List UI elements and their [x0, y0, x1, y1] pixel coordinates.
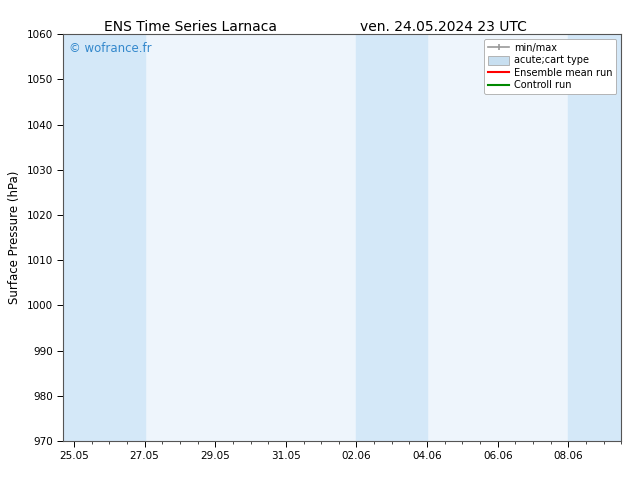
Text: ven. 24.05.2024 23 UTC: ven. 24.05.2024 23 UTC — [360, 20, 527, 34]
Bar — [63, 34, 145, 441]
Text: © wofrance.fr: © wofrance.fr — [69, 43, 152, 55]
Legend: min/max, acute;cart type, Ensemble mean run, Controll run: min/max, acute;cart type, Ensemble mean … — [484, 39, 616, 94]
Text: ENS Time Series Larnaca: ENS Time Series Larnaca — [104, 20, 276, 34]
Bar — [356, 34, 427, 441]
Bar — [568, 34, 621, 441]
Y-axis label: Surface Pressure (hPa): Surface Pressure (hPa) — [8, 171, 21, 304]
